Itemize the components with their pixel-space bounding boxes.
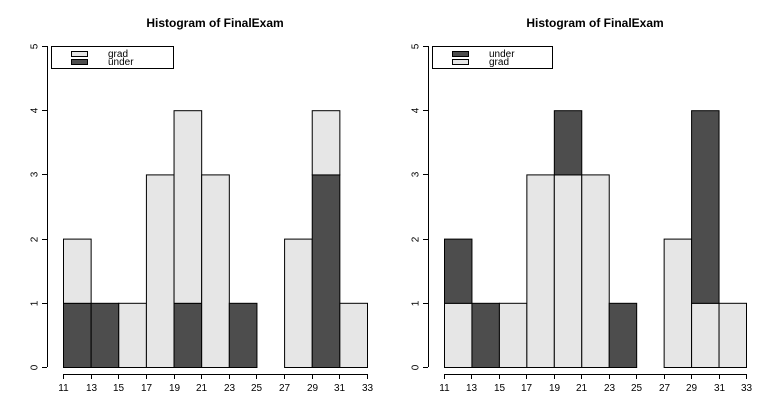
bar-grad-bin-11 bbox=[339, 302, 369, 368]
x-tick-label: 33 bbox=[362, 383, 374, 394]
x-tick-label: 23 bbox=[604, 383, 616, 394]
chart-title: Histogram of FinalExam bbox=[146, 16, 283, 30]
x-tick-label: 13 bbox=[86, 383, 98, 394]
bar-grad-bin-9 bbox=[663, 238, 693, 368]
legend-swatch-under bbox=[71, 59, 88, 65]
x-tick-label: 21 bbox=[576, 383, 588, 394]
bar-grad-bin-6 bbox=[581, 174, 610, 368]
y-tick-label: 2 bbox=[411, 236, 422, 242]
y-tick-label: 0 bbox=[30, 364, 41, 370]
bar-grad-bin-11 bbox=[718, 302, 748, 368]
bar-under-bin-10 bbox=[691, 110, 720, 304]
y-tick-label: 0 bbox=[411, 364, 422, 370]
x-tick-label: 25 bbox=[631, 383, 643, 394]
x-tick-label: 21 bbox=[196, 383, 208, 394]
x-tick-label: 15 bbox=[113, 383, 125, 394]
bar-grad-bin-4 bbox=[145, 174, 175, 368]
x-tick-label: 17 bbox=[521, 383, 533, 394]
y-tick-label: 5 bbox=[30, 43, 41, 49]
bar-under-bin-7 bbox=[608, 302, 638, 368]
bar-under-bin-7 bbox=[228, 302, 258, 368]
y-tick-label: 5 bbox=[411, 43, 422, 49]
x-tick-label: 17 bbox=[141, 383, 153, 394]
bar-grad-bin-5 bbox=[173, 110, 203, 304]
bar-under-bin-10 bbox=[311, 174, 341, 368]
x-tick-label: 23 bbox=[224, 383, 236, 394]
x-tick-label: 27 bbox=[279, 383, 291, 394]
bar-under-bin-2 bbox=[471, 302, 500, 368]
x-tick-label: 15 bbox=[494, 383, 506, 394]
x-tick-label: 33 bbox=[741, 383, 753, 394]
x-tick-label: 27 bbox=[659, 383, 671, 394]
y-tick-label: 1 bbox=[30, 300, 41, 306]
x-tick-label: 11 bbox=[439, 383, 450, 394]
x-tick-label: 11 bbox=[58, 383, 69, 394]
bar-grad-bin-10 bbox=[311, 110, 341, 176]
legend-label-under: under bbox=[489, 49, 515, 60]
bar-grad-bin-3 bbox=[118, 302, 147, 368]
x-tick-label: 31 bbox=[334, 383, 346, 394]
bar-grad-bin-9 bbox=[284, 238, 313, 368]
y-tick-label: 1 bbox=[411, 300, 422, 306]
legend-swatch-under bbox=[452, 51, 469, 57]
legend-label-grad: grad bbox=[489, 57, 509, 68]
legend-label-grad: grad bbox=[108, 49, 128, 60]
y-tick-label: 4 bbox=[411, 107, 422, 113]
legend-label-under: under bbox=[108, 57, 134, 68]
x-tick-label: 19 bbox=[549, 383, 561, 394]
bar-grad-bin-5 bbox=[553, 174, 583, 368]
bar-grad-bin-1 bbox=[444, 302, 473, 368]
x-tick-label: 25 bbox=[251, 383, 263, 394]
bar-grad-bin-6 bbox=[201, 174, 230, 368]
bar-under-bin-5 bbox=[173, 302, 203, 368]
y-tick-label: 3 bbox=[30, 171, 41, 177]
bar-grad-bin-3 bbox=[498, 302, 528, 368]
y-tick-label: 4 bbox=[30, 107, 41, 113]
x-tick-label: 29 bbox=[686, 383, 698, 394]
legend-swatch-grad bbox=[71, 51, 88, 57]
x-tick-label: 29 bbox=[307, 383, 319, 394]
x-tick-label: 13 bbox=[466, 383, 478, 394]
bar-under-bin-1 bbox=[444, 238, 473, 304]
bar-grad-bin-1 bbox=[63, 238, 92, 304]
chart-title: Histogram of FinalExam bbox=[526, 16, 663, 30]
bar-under-bin-2 bbox=[90, 302, 120, 368]
bar-under-bin-5 bbox=[553, 110, 583, 176]
bar-grad-bin-4 bbox=[526, 174, 555, 368]
x-tick-label: 19 bbox=[169, 383, 181, 394]
bar-under-bin-1 bbox=[63, 302, 92, 368]
y-tick-label: 3 bbox=[411, 171, 422, 177]
bar-grad-bin-10 bbox=[691, 302, 720, 368]
y-tick-label: 2 bbox=[30, 236, 41, 242]
legend-swatch-grad bbox=[452, 59, 469, 65]
x-tick-label: 31 bbox=[714, 383, 726, 394]
